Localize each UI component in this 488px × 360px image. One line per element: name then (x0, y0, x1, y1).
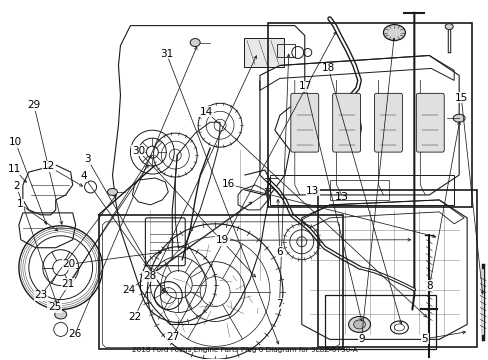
Text: 31: 31 (160, 49, 173, 59)
Text: 23: 23 (34, 291, 47, 301)
Text: 3: 3 (84, 154, 91, 164)
Ellipse shape (383, 24, 405, 41)
Text: 1: 1 (17, 199, 24, 210)
Ellipse shape (190, 39, 200, 46)
Text: 25: 25 (48, 302, 61, 312)
Text: 7: 7 (276, 299, 282, 309)
Text: 18: 18 (321, 63, 334, 73)
Text: 28: 28 (142, 271, 156, 281)
FancyBboxPatch shape (374, 93, 402, 152)
FancyBboxPatch shape (332, 93, 360, 152)
Text: 17: 17 (298, 81, 311, 91)
FancyBboxPatch shape (244, 37, 283, 67)
Text: 13: 13 (334, 192, 348, 202)
FancyBboxPatch shape (415, 93, 443, 152)
Text: 2018 Ford Focus Engine Parts Plug 0 Diagram for 9L8Z-6730-A: 2018 Ford Focus Engine Parts Plug 0 Diag… (131, 347, 357, 353)
Text: 14: 14 (200, 107, 213, 117)
Text: 20: 20 (62, 259, 76, 269)
Ellipse shape (55, 310, 66, 319)
Text: 22: 22 (128, 312, 141, 322)
Text: 21: 21 (61, 279, 75, 289)
Text: 29: 29 (27, 100, 41, 111)
Text: 10: 10 (9, 138, 22, 147)
Text: 9: 9 (357, 334, 364, 344)
Text: 24: 24 (122, 285, 135, 296)
Text: 15: 15 (454, 93, 467, 103)
Text: 6: 6 (276, 247, 282, 257)
Ellipse shape (444, 24, 452, 30)
Ellipse shape (353, 320, 365, 329)
Text: 27: 27 (165, 332, 179, 342)
Text: 13: 13 (305, 186, 319, 196)
Text: 30: 30 (131, 145, 144, 156)
Text: 11: 11 (8, 164, 21, 174)
Text: 8: 8 (426, 281, 432, 291)
Ellipse shape (107, 189, 117, 195)
Text: 19: 19 (216, 235, 229, 245)
FancyBboxPatch shape (290, 93, 318, 152)
Ellipse shape (348, 316, 370, 332)
Text: 2: 2 (13, 181, 20, 192)
Text: 16: 16 (222, 179, 235, 189)
Text: 26: 26 (68, 329, 81, 339)
Text: 12: 12 (42, 161, 55, 171)
Ellipse shape (452, 114, 464, 122)
Text: 4: 4 (80, 171, 87, 181)
Text: 5: 5 (421, 334, 427, 344)
